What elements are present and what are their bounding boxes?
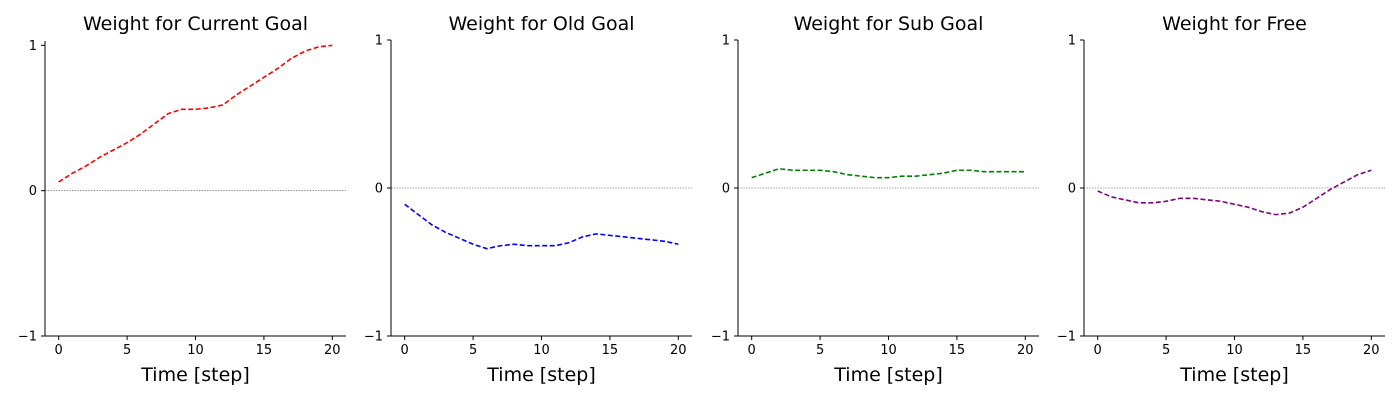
- x-tick-label: 20: [670, 343, 687, 358]
- x-tick-label: 5: [123, 343, 131, 358]
- x-tick-label: 5: [816, 343, 824, 358]
- x-axis-label: Time [step]: [486, 364, 595, 386]
- y-tick-label: 1: [375, 34, 383, 49]
- x-tick-label: 20: [1017, 343, 1034, 358]
- y-tick-label: 1: [1068, 34, 1076, 49]
- x-tick-label: 20: [1363, 343, 1380, 358]
- y-tick-label: −1: [1057, 330, 1076, 345]
- x-tick-label: 0: [748, 343, 756, 358]
- series-line: [751, 167, 1026, 179]
- x-tick-label: 0: [1094, 343, 1102, 358]
- y-tick-label: −1: [18, 330, 37, 345]
- x-tick-label: 5: [469, 343, 477, 358]
- y-tick-label: 0: [1068, 182, 1076, 197]
- x-tick-label: 20: [324, 343, 341, 358]
- y-tick-label: 0: [722, 182, 730, 197]
- chart-panel-1: Weight for Current Goal 0 5 10 15 20 −1 0 1 Time …: [18, 13, 346, 386]
- chart-panel-3: Weight for Sub Goal 0 5 10 15 20 −1 0 1 Time [ste…: [711, 13, 1039, 386]
- x-tick-label: 10: [880, 343, 897, 358]
- series-line: [404, 203, 679, 250]
- y-tick-label: −1: [711, 330, 730, 345]
- x-tick-label: 15: [256, 343, 273, 358]
- chart-panel-4: Weight for Free 0 5 10 15 20 −1 0 1 Time [step]: [1057, 13, 1385, 386]
- chart-title: Weight for Old Goal: [448, 13, 634, 35]
- series-line: [58, 44, 333, 183]
- x-tick-label: 15: [602, 343, 619, 358]
- chart-panel-2: Weight for Old Goal 0 5 10 15 20 −1 0 1 Time [ste…: [364, 13, 692, 386]
- x-axis-label: Time [step]: [1179, 364, 1288, 386]
- chart-title: Weight for Sub Goal: [794, 13, 984, 35]
- y-tick-label: −1: [364, 330, 383, 345]
- y-tick-label: 0: [375, 182, 383, 197]
- x-tick-label: 15: [949, 343, 966, 358]
- series-line: [1097, 169, 1372, 216]
- x-axis-label: Time [step]: [833, 364, 942, 386]
- y-tick-label: 1: [722, 34, 730, 49]
- x-tick-label: 10: [533, 343, 550, 358]
- chart-title: Weight for Current Goal: [83, 13, 308, 35]
- x-axis-label: Time [step]: [140, 364, 249, 386]
- x-tick-label: 10: [187, 343, 204, 358]
- x-tick-label: 0: [55, 343, 63, 358]
- chart-title: Weight for Free: [1162, 13, 1307, 35]
- y-tick-label: 1: [29, 39, 37, 54]
- x-tick-label: 5: [1162, 343, 1170, 358]
- x-tick-label: 10: [1226, 343, 1243, 358]
- x-tick-label: 0: [401, 343, 409, 358]
- y-tick-label: 0: [29, 184, 37, 199]
- x-tick-label: 15: [1295, 343, 1312, 358]
